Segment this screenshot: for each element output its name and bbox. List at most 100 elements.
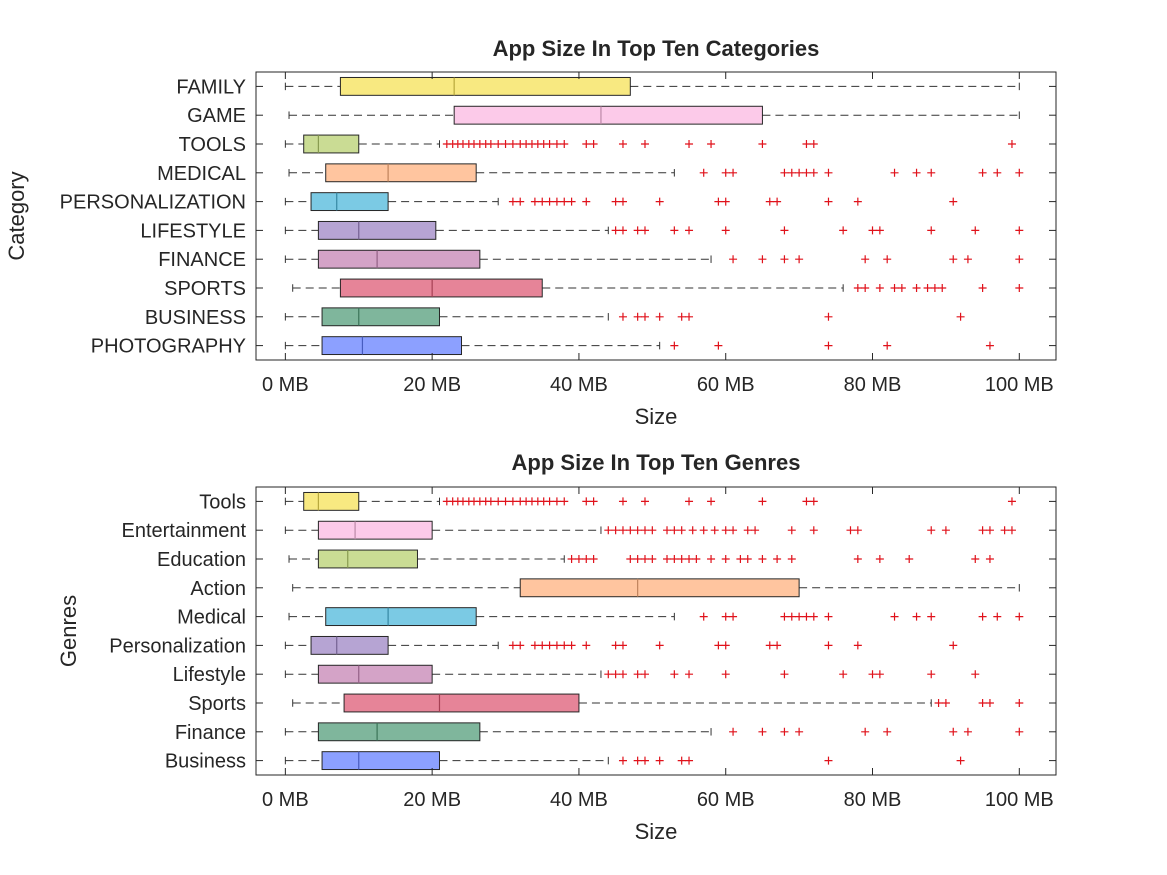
iqr-box [321, 336, 463, 356]
outlier-marker [773, 641, 782, 650]
outlier-marker [685, 756, 694, 765]
outlier-marker [589, 140, 598, 148]
outlier-marker [729, 526, 738, 535]
outlier-marker [875, 555, 884, 563]
outlier-marker [809, 497, 818, 506]
outlier-marker [868, 226, 877, 235]
y-tick-label: SPORTS [164, 278, 246, 300]
outlier-marker [626, 555, 635, 563]
outlier-marker [582, 641, 591, 650]
box-education [288, 549, 994, 569]
outlier-marker [780, 727, 789, 736]
outlier-marker [978, 168, 987, 177]
outlier-marker [930, 284, 939, 292]
outlier-marker [949, 255, 958, 264]
outlier-marker [574, 555, 583, 563]
x-tick-label: 100 MB [985, 374, 1054, 396]
box-action [292, 578, 1020, 598]
outlier-marker [765, 197, 774, 206]
outlier-marker [956, 756, 965, 765]
outlier-marker [618, 197, 627, 206]
outlier-marker [802, 612, 811, 621]
outlier-marker [655, 197, 664, 206]
outlier-marker [699, 168, 708, 177]
outlier-marker [824, 341, 833, 350]
outlier-marker [677, 526, 686, 535]
outlier-marker [552, 140, 561, 148]
outlier-marker [538, 641, 547, 650]
x-tick-label: 0 MB [262, 789, 309, 811]
outlier-marker [670, 226, 679, 235]
outlier-marker [839, 226, 848, 235]
outlier-marker [978, 612, 987, 621]
x-tick-label: 20 MB [403, 789, 461, 811]
outlier-marker [567, 641, 576, 650]
outlier-marker [883, 341, 892, 350]
outlier-marker [530, 197, 539, 206]
outlier-marker [853, 284, 862, 292]
outlier-marker [765, 641, 774, 650]
outlier-marker [663, 526, 672, 535]
outlier-marker [670, 555, 679, 563]
outlier-marker [1015, 612, 1024, 621]
y-tick-label: TOOLS [179, 134, 246, 156]
outlier-marker [883, 255, 892, 264]
outlier-marker [640, 526, 649, 535]
outlier-marker [875, 284, 884, 292]
outlier-marker [971, 555, 980, 563]
outlier-marker [640, 555, 649, 563]
box-group [284, 76, 1024, 356]
outlier-marker [795, 168, 804, 177]
outlier-marker [861, 255, 870, 264]
x-tick-labels: 0 MB 20 MB 40 MB 60 MB 80 MB 100 MB [262, 72, 1054, 396]
outlier-marker [707, 555, 716, 563]
outlier-marker [1000, 526, 1009, 535]
outlier-marker [729, 727, 738, 736]
outlier-marker [985, 341, 994, 350]
outlier-marker [508, 497, 517, 506]
outlier-marker [714, 197, 723, 206]
x-tick-label: 20 MB [403, 374, 461, 396]
box-group [284, 491, 1024, 771]
x-tick-label: 40 MB [550, 374, 608, 396]
outlier-marker [758, 255, 767, 264]
box-lifestyle [284, 220, 1024, 240]
outlier-marker [721, 670, 730, 679]
outlier-marker [846, 526, 855, 535]
outlier-marker [721, 168, 730, 177]
outlier-marker [912, 168, 921, 177]
outlier-marker [941, 699, 950, 707]
outlier-marker [582, 555, 591, 563]
outlier-marker [710, 526, 719, 535]
outlier-marker [897, 284, 906, 292]
outlier-marker [677, 312, 686, 321]
iqr-box [321, 307, 440, 327]
outlier-marker [618, 226, 627, 235]
outlier-marker [633, 670, 642, 679]
outlier-marker [670, 670, 679, 679]
y-tick-labels: FAMILY GAME TOOLS MEDICAL PERSONALIZATION LIF… [60, 76, 1056, 358]
outlier-marker [993, 168, 1002, 177]
outlier-marker [787, 168, 796, 177]
iqr-box [317, 722, 481, 742]
chart-title: App Size In Top Ten Categories [493, 36, 820, 61]
box-finance [284, 249, 1024, 269]
outlier-marker [890, 284, 899, 292]
iqr-box [325, 163, 477, 183]
outlier-marker [663, 555, 672, 563]
y-tick-label: Business [165, 751, 246, 773]
categories-boxplot-panel: App Size In Top Ten Categories FAMILY GAM… [4, 36, 1057, 429]
outlier-marker [560, 140, 569, 148]
y-tick-label: Sports [188, 693, 246, 715]
outlier-marker [560, 641, 569, 650]
y-tick-label: Lifestyle [173, 664, 246, 686]
y-tick-label: MEDICAL [157, 163, 246, 185]
outlier-marker [618, 312, 627, 321]
outlier-marker [655, 312, 664, 321]
y-tick-label: GAME [187, 105, 246, 127]
outlier-marker [824, 168, 833, 177]
genres-boxplot-panel: App Size In Top Ten Genres Tools Entertai… [56, 450, 1057, 844]
outlier-marker [912, 284, 921, 292]
box-finance [284, 722, 1024, 742]
box-lifestyle [284, 664, 980, 684]
